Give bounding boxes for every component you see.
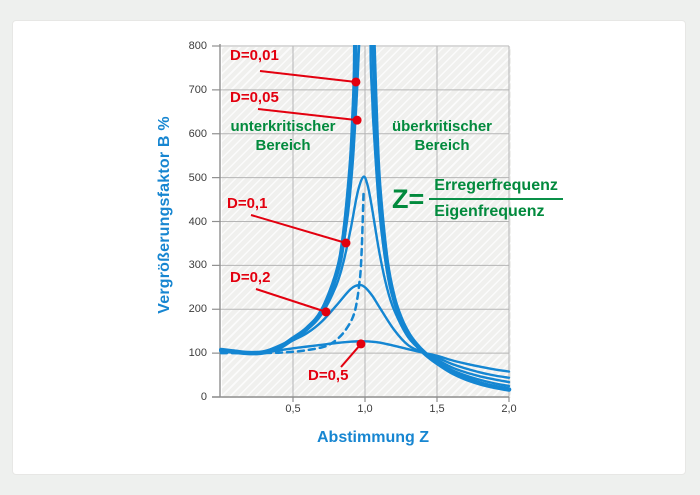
- leader-line-d02: [255, 288, 327, 313]
- marker-dot-d01: [341, 238, 351, 248]
- leader-line-d05: [340, 343, 362, 368]
- chart-card: [12, 20, 686, 475]
- curve-d05: [219, 340, 511, 373]
- leader-line-d01: [250, 214, 347, 244]
- curve-d01: [219, 175, 511, 384]
- marker-dot-d001: [351, 77, 361, 87]
- curve-locus: [219, 189, 365, 355]
- marker-dot-d005: [352, 115, 362, 125]
- marker-dot-d02: [321, 307, 331, 317]
- plot-area-background: [222, 47, 511, 398]
- curve-d02: [219, 283, 511, 379]
- marker-dot-d05: [356, 339, 366, 349]
- leader-line-d001: [259, 70, 357, 83]
- leader-line-d005: [257, 108, 358, 122]
